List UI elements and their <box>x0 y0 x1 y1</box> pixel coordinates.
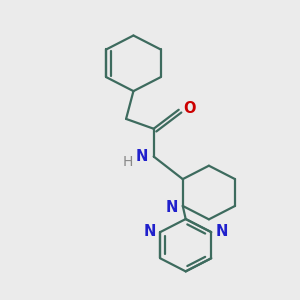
Text: O: O <box>183 100 196 116</box>
Text: N: N <box>143 224 156 238</box>
Text: N: N <box>136 149 148 164</box>
Text: N: N <box>216 224 228 238</box>
Text: N: N <box>166 200 178 215</box>
Text: H: H <box>123 155 134 170</box>
